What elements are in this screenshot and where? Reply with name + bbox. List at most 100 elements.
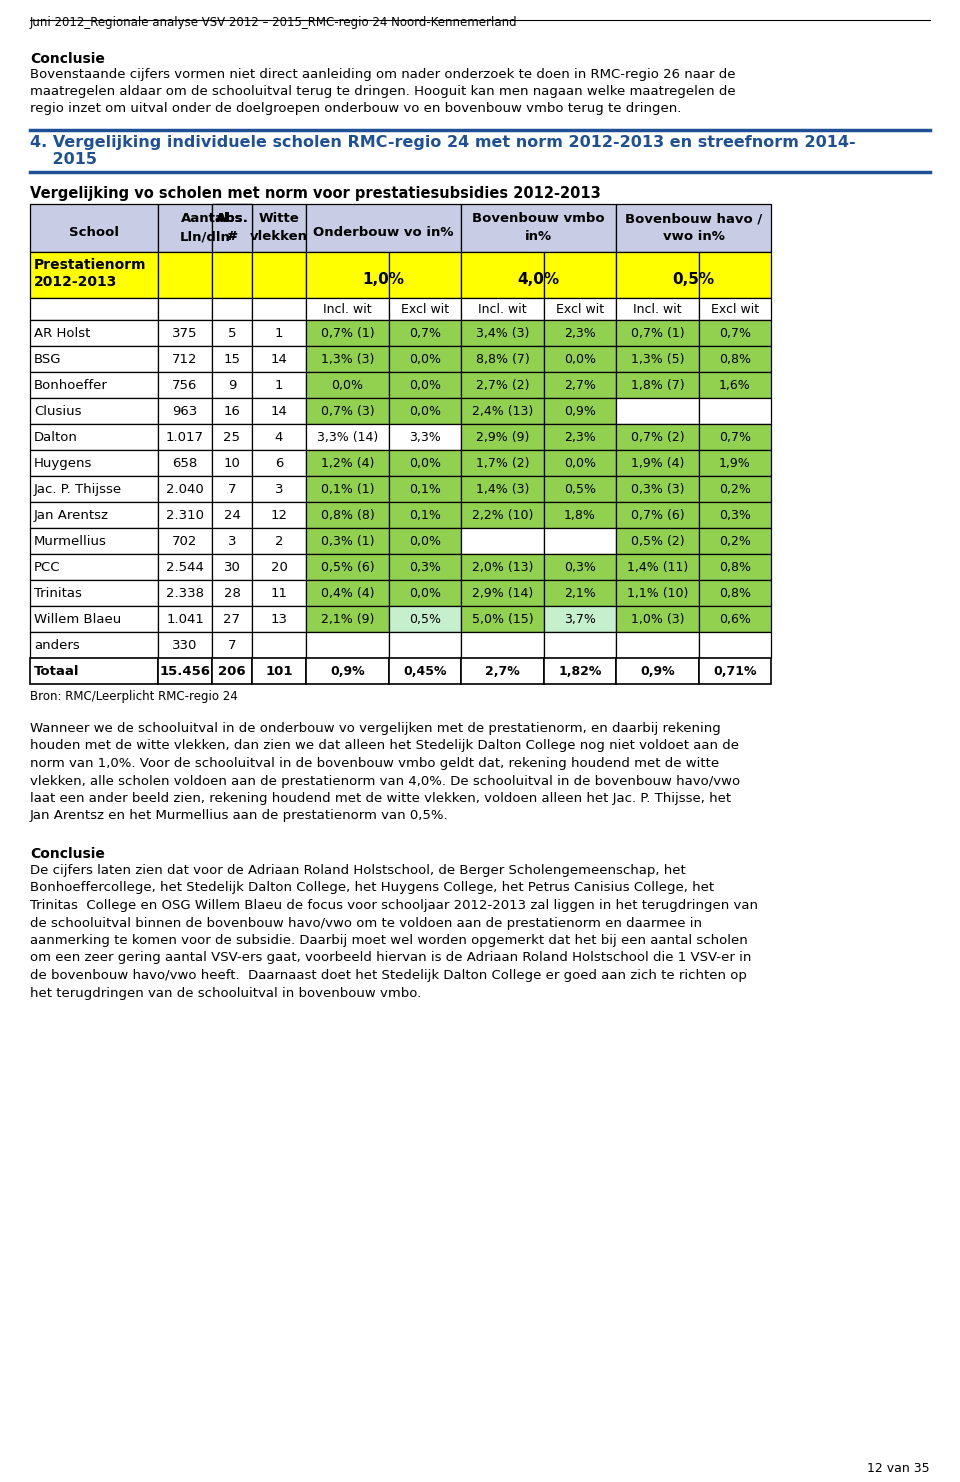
Text: 0,7% (3): 0,7% (3) xyxy=(321,405,374,418)
Text: 2,2% (10): 2,2% (10) xyxy=(471,508,533,522)
Text: regio inzet om uitval onder de doelgroepen onderbouw vo en bovenbouw vmbo terug : regio inzet om uitval onder de doelgroep… xyxy=(30,102,682,116)
Text: 1,1% (10): 1,1% (10) xyxy=(627,587,688,600)
Text: 3,3% (14): 3,3% (14) xyxy=(317,431,378,445)
Text: De cijfers laten zien dat voor de Adriaan Roland Holstschool, de Berger Scholeng: De cijfers laten zien dat voor de Adriaa… xyxy=(30,864,685,877)
Text: 14: 14 xyxy=(271,353,287,366)
Text: 0,1%: 0,1% xyxy=(409,483,441,496)
Text: 10: 10 xyxy=(224,456,240,470)
Text: #: # xyxy=(227,230,237,243)
Bar xyxy=(252,252,306,298)
Text: 2.544: 2.544 xyxy=(166,562,204,574)
Bar xyxy=(212,606,252,631)
Bar xyxy=(252,372,306,399)
Bar xyxy=(212,252,252,298)
Bar xyxy=(306,554,389,579)
Bar xyxy=(158,399,212,424)
Text: School: School xyxy=(69,225,119,239)
Bar xyxy=(461,476,544,502)
Bar xyxy=(389,372,461,399)
Text: 0,0%: 0,0% xyxy=(564,456,596,470)
Text: om een zeer gering aantal VSV-ers gaat, voorbeeld hiervan is de Adriaan Roland H: om een zeer gering aantal VSV-ers gaat, … xyxy=(30,951,752,965)
Bar xyxy=(158,298,212,320)
Text: 20: 20 xyxy=(271,562,287,574)
Text: anders: anders xyxy=(34,639,80,652)
Bar xyxy=(544,372,616,399)
Text: 1,9%: 1,9% xyxy=(719,456,751,470)
Text: 25: 25 xyxy=(224,431,241,445)
Text: 0,1%: 0,1% xyxy=(409,508,441,522)
Bar xyxy=(544,631,616,658)
Bar xyxy=(461,658,544,685)
Text: vwo in%: vwo in% xyxy=(662,230,725,243)
Text: 712: 712 xyxy=(172,353,198,366)
Bar xyxy=(30,252,158,298)
Text: BSG: BSG xyxy=(34,353,61,366)
Bar xyxy=(699,451,771,476)
Text: 4,0%: 4,0% xyxy=(517,273,560,288)
Text: de bovenbouw havo/vwo heeft.  Daarnaast doet het Stedelijk Dalton College er goe: de bovenbouw havo/vwo heeft. Daarnaast d… xyxy=(30,969,747,983)
Text: 0,7%: 0,7% xyxy=(719,431,751,445)
Bar xyxy=(252,205,306,252)
Bar xyxy=(158,205,252,252)
Bar xyxy=(461,631,544,658)
Bar xyxy=(158,372,212,399)
Text: 0,3%: 0,3% xyxy=(719,508,751,522)
Bar xyxy=(389,579,461,606)
Text: Vergelijking vo scholen met norm voor prestatiesubsidies 2012-2013: Vergelijking vo scholen met norm voor pr… xyxy=(30,187,601,202)
Bar xyxy=(544,320,616,345)
Text: Excl wit: Excl wit xyxy=(711,302,759,316)
Text: #: # xyxy=(227,230,237,243)
Text: 1,82%: 1,82% xyxy=(559,665,602,677)
Bar xyxy=(306,451,389,476)
Text: 0,7% (6): 0,7% (6) xyxy=(631,508,684,522)
Bar xyxy=(616,606,699,631)
Text: 1: 1 xyxy=(275,379,283,393)
Text: 756: 756 xyxy=(172,379,198,393)
Bar xyxy=(212,205,252,252)
Bar xyxy=(616,298,699,320)
Text: 2.338: 2.338 xyxy=(166,587,204,600)
Bar xyxy=(544,502,616,528)
Text: 3: 3 xyxy=(275,483,283,496)
Text: 963: 963 xyxy=(173,405,198,418)
Bar xyxy=(252,579,306,606)
Text: 0,3% (1): 0,3% (1) xyxy=(321,535,374,548)
Text: 2,4% (13): 2,4% (13) xyxy=(472,405,533,418)
Text: 28: 28 xyxy=(224,587,240,600)
Bar xyxy=(30,554,158,579)
Bar xyxy=(212,320,252,345)
Text: 0,9%: 0,9% xyxy=(640,665,675,677)
Bar xyxy=(544,252,616,298)
Text: Bovenbouw havo /: Bovenbouw havo / xyxy=(625,212,762,225)
Text: 2012-2013: 2012-2013 xyxy=(34,276,117,289)
Bar xyxy=(389,658,461,685)
Bar xyxy=(389,451,461,476)
Bar xyxy=(699,631,771,658)
Text: 2,7%: 2,7% xyxy=(564,379,596,393)
Text: 15: 15 xyxy=(224,353,241,366)
Bar xyxy=(30,579,158,606)
Bar xyxy=(389,424,461,451)
Text: 0,3%: 0,3% xyxy=(409,562,441,574)
Bar xyxy=(252,528,306,554)
Bar xyxy=(389,554,461,579)
Bar xyxy=(306,298,389,320)
Text: 8,8% (7): 8,8% (7) xyxy=(475,353,529,366)
Text: 2.310: 2.310 xyxy=(166,508,204,522)
Text: Bonhoeffercollege, het Stedelijk Dalton College, het Huygens College, het Petrus: Bonhoeffercollege, het Stedelijk Dalton … xyxy=(30,882,714,895)
Bar xyxy=(252,451,306,476)
Bar xyxy=(461,424,544,451)
Text: 0,71%: 0,71% xyxy=(713,665,756,677)
Text: houden met de witte vlekken, dan zien we dat alleen het Stedelijk Dalton College: houden met de witte vlekken, dan zien we… xyxy=(30,740,739,753)
Bar xyxy=(158,606,212,631)
Bar xyxy=(616,205,771,252)
Text: 0,0%: 0,0% xyxy=(409,587,441,600)
Text: 0,3% (3): 0,3% (3) xyxy=(631,483,684,496)
Text: 7: 7 xyxy=(228,639,236,652)
Text: 0,0%: 0,0% xyxy=(409,535,441,548)
Text: Bovenstaande cijfers vormen niet direct aanleiding om nader onderzoek te doen in: Bovenstaande cijfers vormen niet direct … xyxy=(30,68,735,82)
Text: 0,2%: 0,2% xyxy=(719,483,751,496)
Bar xyxy=(699,399,771,424)
Text: 0,4% (4): 0,4% (4) xyxy=(321,587,374,600)
Bar xyxy=(306,372,389,399)
